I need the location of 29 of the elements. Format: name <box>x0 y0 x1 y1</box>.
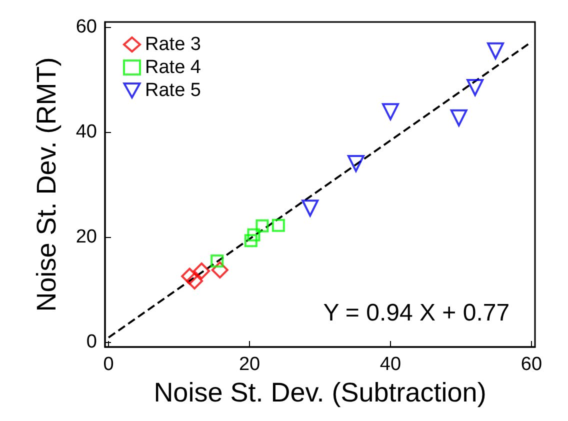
point <box>256 219 269 232</box>
y-axis-title: Noise St. Dev. (RMT) <box>32 57 62 312</box>
point <box>247 228 260 242</box>
point <box>210 254 224 268</box>
point <box>181 268 198 285</box>
point <box>244 234 258 248</box>
point <box>466 79 484 96</box>
point <box>211 261 228 278</box>
x-axis-title: Noise St. Dev. (Subtraction) <box>154 377 486 408</box>
legend-label: Rate 4 <box>145 57 202 78</box>
x-tick-label: 60 <box>520 354 542 375</box>
point <box>272 218 285 232</box>
legend-label: Rate 3 <box>145 34 201 55</box>
point <box>302 200 319 217</box>
point <box>193 262 210 280</box>
point <box>186 272 204 290</box>
annotation: Y = 0.94 X + 0.77 <box>323 300 510 326</box>
x-tick-label: 40 <box>380 354 402 375</box>
y-tick-label: 0 <box>86 331 97 352</box>
point <box>487 42 504 60</box>
y-tick-label: 20 <box>76 226 97 248</box>
point <box>450 109 468 126</box>
legend-label: Rate 5 <box>145 80 201 101</box>
y-tick-label: 40 <box>76 122 97 143</box>
point <box>382 103 399 120</box>
y-tick-label: 60 <box>76 16 97 38</box>
x-tick-label: 20 <box>238 354 260 375</box>
point <box>347 155 364 172</box>
x-tick-label: 0 <box>103 354 114 375</box>
